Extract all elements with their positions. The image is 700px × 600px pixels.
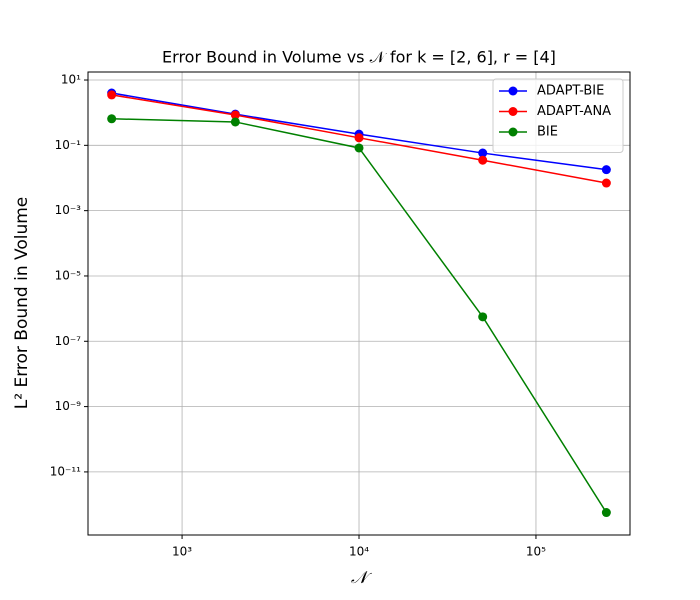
- data-point: [601, 165, 611, 175]
- y-tick-label: 10⁻¹¹: [50, 464, 81, 478]
- y-tick-label: 10⁻⁵: [55, 268, 82, 282]
- y-tick-label: 10⁻⁷: [55, 334, 82, 348]
- chart-title: Error Bound in Volume vs 𝒩 for k = [2, 6…: [162, 48, 556, 67]
- legend-label: ADAPT-BIE: [537, 84, 604, 99]
- data-point: [601, 178, 611, 188]
- legend-marker: [508, 86, 518, 96]
- legend-label: ADAPT-ANA: [537, 104, 611, 119]
- legend-box: [492, 78, 624, 153]
- y-tick-label: 10⁻⁹: [55, 399, 82, 413]
- y-axis-label: L² Error Bound in Volume: [12, 197, 32, 409]
- y-tick-label: 10⁻³: [55, 203, 82, 217]
- data-point: [478, 155, 488, 165]
- data-point: [230, 117, 240, 127]
- legend-marker: [508, 127, 518, 137]
- legend-marker: [508, 107, 518, 116]
- data-point: [478, 148, 488, 158]
- x-tick-label: 10³: [172, 545, 192, 559]
- data-point: [107, 114, 117, 124]
- data-point: [230, 110, 240, 120]
- y-tick-label: 10¹: [61, 73, 81, 87]
- data-point: [601, 508, 611, 518]
- legend-label: BIE: [537, 125, 558, 140]
- data-point: [107, 90, 117, 100]
- data-point: [354, 133, 364, 143]
- x-tick-label: 10⁴: [349, 545, 369, 559]
- data-point: [478, 312, 488, 322]
- data-point: [354, 143, 364, 153]
- legend: ADAPT-BIE ADAPT-ANA BIE: [492, 78, 624, 153]
- y-tick-label: 10⁻¹: [55, 138, 82, 152]
- x-tick-label: 10⁵: [526, 545, 546, 559]
